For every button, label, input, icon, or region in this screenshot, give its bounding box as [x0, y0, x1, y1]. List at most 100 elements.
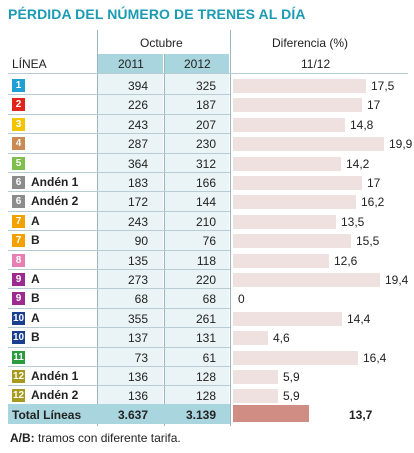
- total-2012: 3.139: [185, 408, 216, 422]
- row-divider: [8, 250, 230, 251]
- total-label: Total Líneas: [12, 408, 82, 422]
- line-badge: 4: [12, 137, 25, 150]
- line-sub-label: Andén 1: [31, 175, 79, 189]
- diff-label: 14,2: [346, 157, 370, 171]
- header-2011: 2011: [118, 57, 144, 71]
- line-sub-label: A: [31, 272, 40, 286]
- diff-bar: [233, 157, 341, 171]
- line-badge: 9: [12, 273, 25, 286]
- row-divider: [8, 133, 230, 134]
- value-2012: 68: [202, 292, 216, 306]
- row-divider: [8, 366, 230, 367]
- table-row: 7 A 243 210 13,5: [0, 211, 414, 231]
- table-row: 5 364 312 14,2: [0, 153, 414, 173]
- total-bar: [233, 405, 309, 422]
- value-2012: 187: [195, 98, 216, 112]
- line-sub-label: A: [31, 311, 40, 325]
- total-2011: 3.637: [117, 408, 148, 422]
- divider-middle: [164, 54, 165, 426]
- row-divider: [8, 230, 230, 231]
- value-2011: 90: [134, 234, 148, 248]
- header-2011-background: [98, 54, 163, 73]
- line-badge: 3: [12, 118, 25, 131]
- value-2011: 136: [127, 370, 148, 384]
- diff-label: 4,6: [273, 331, 290, 345]
- value-2012: 118: [196, 254, 216, 268]
- line-sub-label: Andén 2: [31, 194, 79, 208]
- table-row: 8 135 118 12,6: [0, 250, 414, 270]
- diff-label: 19,9: [389, 137, 413, 151]
- row-divider: [8, 211, 230, 212]
- value-2011: 226: [127, 98, 148, 112]
- value-2012: 128: [195, 389, 216, 403]
- table-row: 10 B 137 131 4,6: [0, 327, 414, 347]
- diff-bar: [233, 118, 345, 132]
- line-badge: 7: [12, 234, 25, 247]
- diff-label: 17,5: [371, 79, 395, 93]
- table-row: 3 243 207 14,8: [0, 114, 414, 134]
- line-badge: 7: [12, 215, 25, 228]
- value-2012: 312: [195, 157, 216, 171]
- diff-bar: [233, 273, 380, 287]
- total-row-background: [8, 404, 230, 424]
- diff-bar: [233, 254, 329, 268]
- row-divider: [8, 308, 230, 309]
- value-2012: 131: [195, 331, 216, 345]
- header-ratio: 11/12: [301, 57, 331, 71]
- diff-bar: [233, 312, 342, 326]
- table-row: 11 73 61 16,4: [0, 347, 414, 367]
- line-sub-label: Andén 2: [31, 388, 79, 402]
- diff-bar: [233, 79, 366, 93]
- line-badge: 6: [12, 195, 25, 208]
- line-sub-label: A: [31, 214, 40, 228]
- diff-label: 14,8: [350, 118, 374, 132]
- chart-title: PÉRDIDA DEL NÚMERO DE TRENES AL DÍA: [8, 6, 306, 22]
- value-2011: 287: [127, 137, 148, 151]
- diff-label: 14,4: [347, 312, 371, 326]
- header-linea: LÍNEA: [12, 57, 47, 71]
- table-row: 9 B 68 68 0: [0, 288, 414, 308]
- value-2011: 68: [134, 292, 148, 306]
- value-2011: 355: [127, 312, 148, 326]
- line-badge: 11: [12, 351, 25, 364]
- row-divider: [8, 288, 230, 289]
- diff-label: 5,9: [283, 389, 300, 403]
- value-2012: 207: [195, 118, 216, 132]
- diff-bar: [233, 195, 356, 209]
- value-2012: 325: [195, 79, 216, 93]
- line-badge: 1: [12, 79, 25, 92]
- table-row: 4 287 230 19,9: [0, 133, 414, 153]
- diff-label: 12,6: [334, 254, 358, 268]
- diff-label: 16,4: [363, 351, 387, 365]
- table-row: 12 Andén 1 136 128 5,9: [0, 366, 414, 386]
- value-2011: 364: [127, 157, 148, 171]
- line-badge: 10: [12, 312, 25, 325]
- value-2012: 61: [202, 351, 216, 365]
- value-2011: 243: [127, 215, 148, 229]
- row-divider: [8, 94, 230, 95]
- header-octubre: Octubre: [140, 36, 183, 50]
- diff-label: 17: [367, 176, 381, 190]
- value-2012: 210: [195, 215, 216, 229]
- diff-label: 0: [238, 292, 245, 306]
- table-row: 10 A 355 261 14,4: [0, 308, 414, 328]
- header-divider: [8, 73, 408, 74]
- row-divider: [8, 114, 230, 115]
- footnote: A/B: tramos con diferente tarifa.: [10, 431, 181, 445]
- row-divider: [8, 191, 230, 192]
- diff-label: 19,4: [385, 273, 409, 287]
- value-2011: 394: [127, 79, 148, 93]
- diff-label: 17: [367, 98, 381, 112]
- value-2011: 172: [127, 195, 148, 209]
- footnote-key: A/B:: [10, 431, 35, 445]
- line-badge: 8: [12, 254, 25, 267]
- value-2011: 73: [134, 351, 148, 365]
- diff-label: 5,9: [283, 370, 300, 384]
- line-sub-label: B: [31, 233, 40, 247]
- line-badge: 9: [12, 292, 25, 305]
- value-2012: 220: [195, 273, 216, 287]
- table-row: 6 Andén 1 183 166 17: [0, 172, 414, 192]
- table-row: 1 394 325 17,5: [0, 75, 414, 95]
- row-divider: [8, 269, 230, 270]
- column-2012-background: [165, 54, 229, 404]
